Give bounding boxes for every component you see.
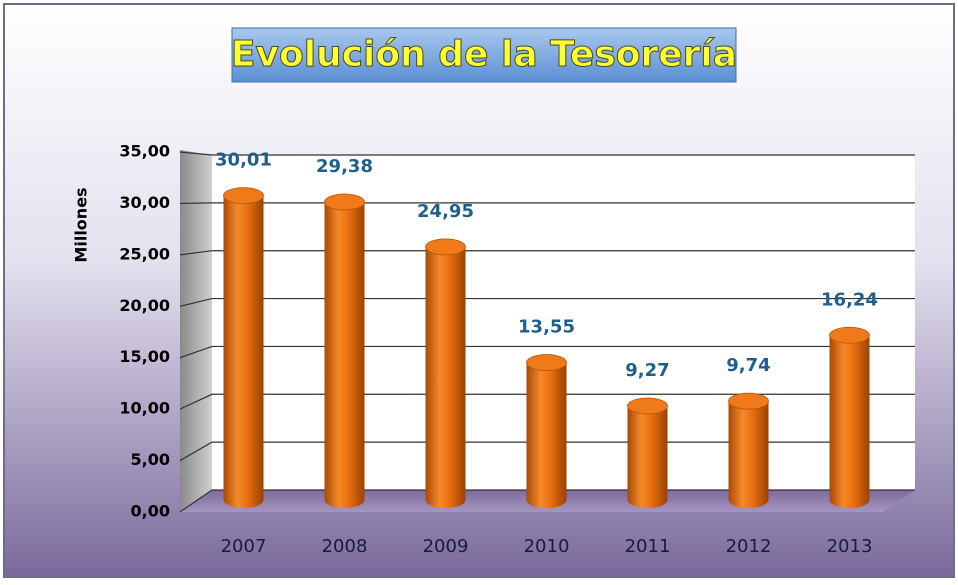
x-tick-label: 2010 [524,536,570,557]
y-tick-label: 15,00 [119,347,170,366]
y-tick-label: 0,00 [131,502,170,521]
title-box [231,27,737,83]
y-tick-label: 10,00 [119,399,170,418]
x-tick-label: 2008 [322,536,368,557]
bar-top [425,238,466,256]
x-tick-label: 2011 [625,536,671,557]
y-tick-label: 30,00 [119,193,170,212]
grid-line [179,345,915,359]
x-tick-label: 2007 [221,536,267,557]
value-label: 30,01 [215,150,272,171]
side-wall [180,150,212,512]
value-label: 13,55 [518,317,575,338]
y-tick-label: 35,00 [119,142,170,161]
bar [829,327,870,508]
grid-line [179,297,915,307]
x-tick-label: 2013 [827,536,873,557]
bar [324,194,365,508]
bar [728,393,769,508]
x-tick-label: 2012 [726,536,772,557]
grid-line [179,202,915,205]
chart-title: Evolución de la Tesorería [231,34,737,75]
grid-line [179,441,915,462]
bar-top [829,326,870,344]
bar-top [526,354,567,371]
bar-top [324,193,365,211]
bar [223,187,264,508]
x-tick-label: 2009 [423,536,469,557]
bar [627,397,668,508]
value-label: 9,27 [625,360,669,381]
bar [526,354,567,508]
value-label: 29,38 [316,156,373,177]
y-axis-label: Millones [72,187,91,262]
grid-line [179,489,915,513]
bar-top [627,397,668,415]
value-label: 9,74 [726,355,770,376]
y-tick-label: 20,00 [119,296,170,315]
bar [425,238,466,508]
grid-line [179,151,915,156]
grid-line [179,393,915,410]
value-label: 24,95 [417,201,474,222]
y-tick-label: 5,00 [131,450,170,469]
value-label: 16,24 [821,289,878,310]
bar-top [223,187,264,205]
grid-line [179,250,915,256]
y-tick-label: 25,00 [119,244,170,263]
bar-top [728,392,769,410]
